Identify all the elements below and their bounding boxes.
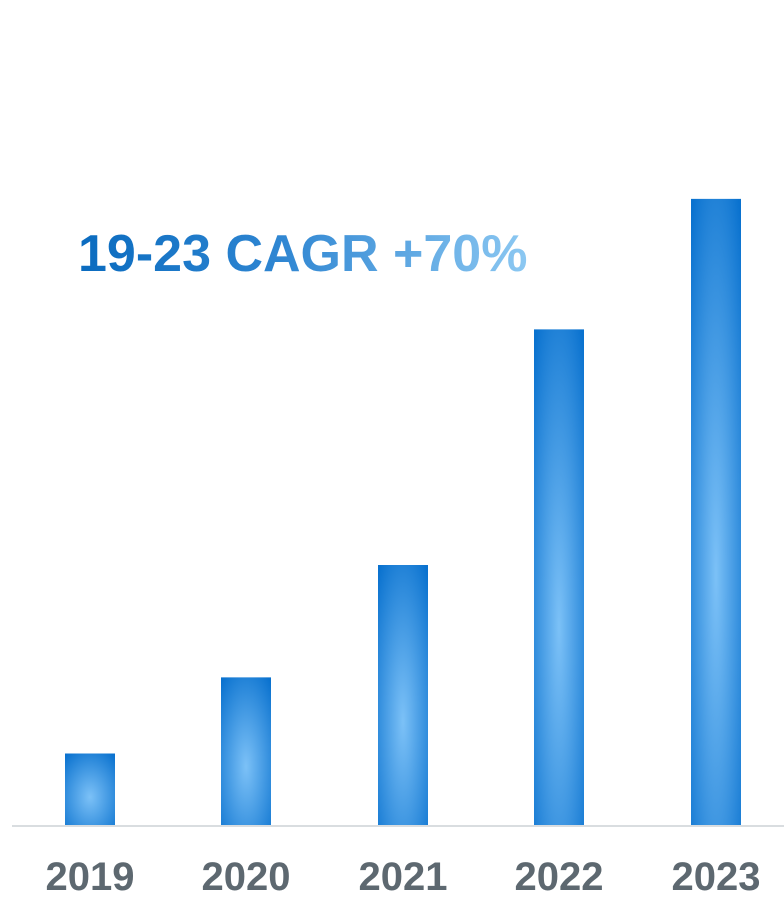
- x-tick-label-2019: 2019: [46, 855, 135, 897]
- x-tick-label-2020: 2020: [202, 855, 291, 897]
- bar-2019: [65, 753, 115, 826]
- bars-group: [65, 198, 741, 826]
- bar-2020: [221, 677, 271, 826]
- bar-2021: [378, 565, 428, 826]
- x-tick-labels: 2019 2020 2021 2022 2023: [46, 855, 761, 897]
- x-tick-label-2021: 2021: [359, 855, 448, 897]
- x-tick-label-2023: 2023: [672, 855, 761, 897]
- bar-2022: [534, 329, 584, 826]
- x-tick-label-2022: 2022: [515, 855, 604, 897]
- cagr-annotation: 19-23 CAGR +70%: [78, 225, 528, 283]
- bar-2023: [691, 198, 741, 826]
